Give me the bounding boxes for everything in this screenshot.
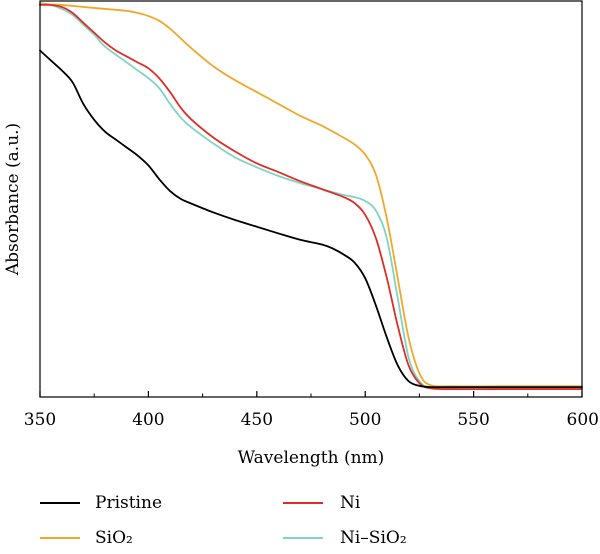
legend-label: Ni: [340, 493, 361, 513]
legend-item: Ni: [283, 493, 361, 513]
plot-frame: [39, 0, 583, 398]
legend-label: Pristine: [95, 493, 162, 513]
legend-item: SiO₂: [40, 528, 133, 548]
x-tick-label: 400: [132, 410, 164, 430]
legend: Pristine Ni SiO₂ Ni–SiO₂: [40, 493, 407, 548]
series-line-1: [39, 3, 583, 388]
x-axis-label: Wavelength (nm): [238, 448, 385, 468]
x-tick-label: 450: [241, 410, 273, 430]
series-line-3: [39, 2, 583, 390]
series-line-0: [39, 49, 583, 389]
y-axis-label: Absorbance (a.u.): [3, 123, 23, 276]
x-tick-label: 500: [349, 410, 381, 430]
series-line-2: [39, 3, 583, 391]
legend-label: Ni–SiO₂: [340, 528, 407, 548]
x-tick-label: 350: [24, 410, 56, 430]
x-tick-label: 550: [457, 410, 489, 430]
x-tick-label: 600: [567, 410, 599, 430]
x-axis-ticks: [39, 391, 583, 397]
legend-label: SiO₂: [95, 528, 133, 548]
legend-item: Ni–SiO₂: [283, 528, 407, 548]
x-axis-tick-labels: 350 400 450 500 550 600: [24, 410, 599, 430]
legend-item: Pristine: [40, 493, 162, 513]
plot-lines: [39, 2, 583, 391]
